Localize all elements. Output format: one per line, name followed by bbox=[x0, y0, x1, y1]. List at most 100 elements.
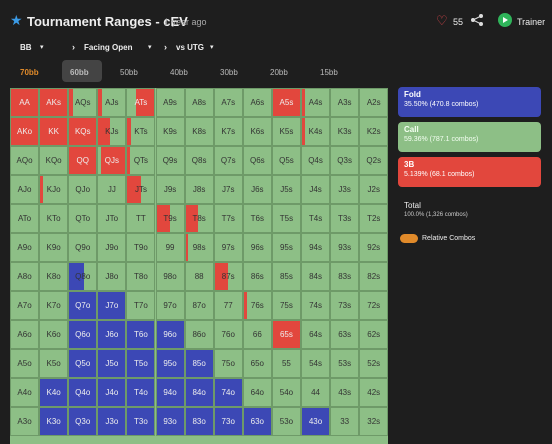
hand-cell[interactable]: 43s bbox=[330, 378, 360, 407]
hand-cell[interactable]: 95s bbox=[271, 233, 301, 262]
hand-cell[interactable]: 54o bbox=[271, 378, 301, 407]
hand-cell[interactable]: 53o bbox=[271, 407, 301, 436]
hand-cell[interactable]: KQs bbox=[68, 117, 98, 146]
hand-cell[interactable]: A4s bbox=[301, 88, 331, 117]
hand-cell[interactable]: A6s bbox=[242, 88, 272, 117]
hand-cell[interactable]: QTs bbox=[126, 146, 156, 175]
hand-cell[interactable]: Q6o bbox=[68, 320, 98, 349]
hand-cell[interactable]: Q4o bbox=[68, 378, 98, 407]
hand-cell[interactable]: JTs bbox=[126, 175, 156, 204]
hand-cell[interactable]: J6s bbox=[242, 175, 272, 204]
hand-cell[interactable]: K4o bbox=[39, 378, 69, 407]
hand-cell[interactable]: Q3o bbox=[68, 407, 98, 436]
hand-cell[interactable]: 55 bbox=[271, 349, 301, 378]
hand-cell[interactable]: 97s bbox=[213, 233, 243, 262]
hand-cell[interactable]: QJs bbox=[97, 146, 127, 175]
hand-cell[interactable]: KTo bbox=[39, 204, 69, 233]
hand-cell[interactable]: K6s bbox=[242, 117, 272, 146]
hand-cell[interactable]: A3s bbox=[330, 88, 360, 117]
hand-cell[interactable]: 93o bbox=[155, 407, 185, 436]
hand-cell[interactable]: 73s bbox=[330, 291, 360, 320]
hand-cell[interactable]: AJs bbox=[97, 88, 127, 117]
hand-cell[interactable]: 83s bbox=[330, 262, 360, 291]
hand-cell[interactable]: T3s bbox=[330, 204, 360, 233]
filter[interactable]: Facing Open bbox=[84, 43, 133, 52]
tab[interactable]: 15bb bbox=[320, 68, 338, 77]
hand-cell[interactable]: T7o bbox=[126, 291, 156, 320]
hand-cell[interactable]: 65s bbox=[271, 320, 301, 349]
hand-cell[interactable]: A6o bbox=[10, 320, 40, 349]
hand-cell[interactable]: T9s bbox=[155, 204, 185, 233]
hand-cell[interactable]: T6s bbox=[242, 204, 272, 233]
filter[interactable]: BB bbox=[20, 43, 32, 52]
hand-cell[interactable]: J7o bbox=[97, 291, 127, 320]
hand-cell[interactable]: 42s bbox=[359, 378, 389, 407]
toggle[interactable] bbox=[400, 234, 418, 243]
hand-cell[interactable]: J3s bbox=[330, 175, 360, 204]
hand-cell[interactable]: 74o bbox=[213, 378, 243, 407]
hand-cell[interactable]: T4o bbox=[126, 378, 156, 407]
hand-cell[interactable]: Q7o bbox=[68, 291, 98, 320]
hand-cell[interactable]: 87o bbox=[184, 291, 214, 320]
hand-cell[interactable]: 64o bbox=[242, 378, 272, 407]
hand-cell[interactable]: QTo bbox=[68, 204, 98, 233]
hand-cell[interactable]: K4s bbox=[301, 117, 331, 146]
hand-cell[interactable]: AQo bbox=[10, 146, 40, 175]
hand-cell[interactable]: J4s bbox=[301, 175, 331, 204]
hand-cell[interactable]: JTo bbox=[97, 204, 127, 233]
hand-cell[interactable]: KTs bbox=[126, 117, 156, 146]
hand-cell[interactable]: J7s bbox=[213, 175, 243, 204]
tab[interactable]: 70bb bbox=[20, 68, 39, 77]
hand-cell[interactable]: T4s bbox=[301, 204, 331, 233]
hand-cell[interactable]: K8o bbox=[39, 262, 69, 291]
hand-cell[interactable]: 96o bbox=[155, 320, 185, 349]
hand-cell[interactable]: T8s bbox=[184, 204, 214, 233]
hand-cell[interactable]: 32s bbox=[359, 407, 389, 436]
hand-cell[interactable]: 63s bbox=[330, 320, 360, 349]
hand-cell[interactable]: AJo bbox=[10, 175, 40, 204]
hand-cell[interactable]: T8o bbox=[126, 262, 156, 291]
filter[interactable]: vs UTG bbox=[176, 43, 205, 52]
hand-cell[interactable]: T2s bbox=[359, 204, 389, 233]
trainer[interactable]: Trainer bbox=[517, 17, 546, 27]
hand-cell[interactable]: 87s bbox=[213, 262, 243, 291]
star-icon[interactable]: ★ bbox=[10, 12, 23, 28]
hand-cell[interactable]: T6o bbox=[126, 320, 156, 349]
hand-cell[interactable]: 96s bbox=[242, 233, 272, 262]
hand-cell[interactable]: A9o bbox=[10, 233, 40, 262]
hand-cell[interactable]: AKo bbox=[10, 117, 40, 146]
hand-cell[interactable]: Q8s bbox=[184, 146, 214, 175]
hand-cell[interactable]: A9s bbox=[155, 88, 185, 117]
hand-cell[interactable]: 63o bbox=[242, 407, 272, 436]
hand-cell[interactable]: A5o bbox=[10, 349, 40, 378]
heart-icon[interactable]: ♡ bbox=[436, 13, 448, 28]
hand-cell[interactable]: J8o bbox=[97, 262, 127, 291]
hand-cell[interactable]: K7o bbox=[39, 291, 69, 320]
hand-cell[interactable]: J5s bbox=[271, 175, 301, 204]
hand-cell[interactable]: K5s bbox=[271, 117, 301, 146]
hand-cell[interactable]: 98o bbox=[155, 262, 185, 291]
hand-cell[interactable]: 82s bbox=[359, 262, 389, 291]
hand-cell[interactable]: 52s bbox=[359, 349, 389, 378]
hand-cell[interactable]: A4o bbox=[10, 378, 40, 407]
hand-cell[interactable]: 93s bbox=[330, 233, 360, 262]
hand-cell[interactable]: A8o bbox=[10, 262, 40, 291]
hand-cell[interactable]: 75s bbox=[271, 291, 301, 320]
hand-cell[interactable]: 62s bbox=[359, 320, 389, 349]
hand-cell[interactable]: KQo bbox=[39, 146, 69, 175]
action-box[interactable]: Fold 35.50% (470.8 combos) bbox=[398, 87, 541, 117]
hand-cell[interactable]: 97o bbox=[155, 291, 185, 320]
tab[interactable]: 50bb bbox=[120, 68, 138, 77]
hand-cell[interactable]: 94s bbox=[301, 233, 331, 262]
hand-cell[interactable]: 66 bbox=[242, 320, 272, 349]
hand-cell[interactable]: Q2s bbox=[359, 146, 389, 175]
tab[interactable]: 20bb bbox=[270, 68, 288, 77]
hand-cell[interactable]: 94o bbox=[155, 378, 185, 407]
hand-cell[interactable]: 64s bbox=[301, 320, 331, 349]
hand-cell[interactable]: 65o bbox=[242, 349, 272, 378]
hand-cell[interactable]: KJs bbox=[97, 117, 127, 146]
hand-cell[interactable]: K7s bbox=[213, 117, 243, 146]
tab[interactable]: 30bb bbox=[220, 68, 238, 77]
hand-cell[interactable]: ATs bbox=[126, 88, 156, 117]
hand-cell[interactable]: 98s bbox=[184, 233, 214, 262]
